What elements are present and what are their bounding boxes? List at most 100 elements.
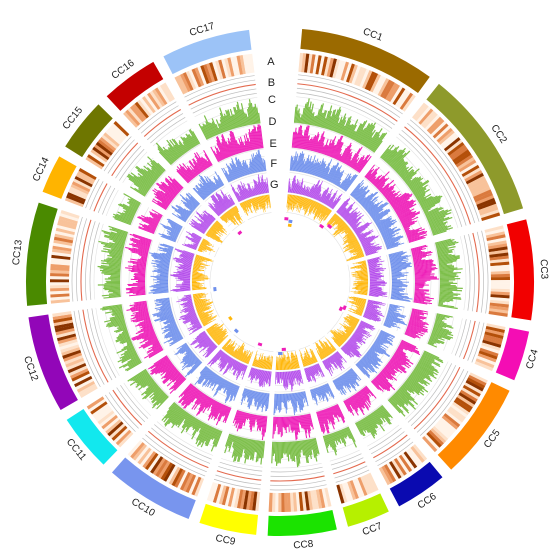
hist-guide	[220, 232, 231, 245]
heatmap-cell	[382, 81, 395, 100]
histogram-bar	[181, 298, 192, 301]
histogram-bar	[408, 321, 428, 329]
histogram-bar	[302, 440, 306, 456]
histogram-bar	[379, 183, 390, 192]
histogram-bar	[366, 131, 378, 148]
histogram-bar	[127, 198, 140, 206]
histogram-bar	[364, 311, 378, 317]
heatmap-cell	[109, 125, 126, 141]
histogram-bar	[140, 376, 152, 386]
histogram-bar	[283, 352, 285, 370]
histogram-bar	[130, 239, 151, 246]
histogram-bar	[249, 439, 254, 456]
histogram-bar	[163, 367, 177, 379]
histogram-bar	[160, 315, 174, 321]
heatmap-cell	[105, 419, 122, 434]
histogram-bar	[186, 360, 201, 374]
histogram-bar	[357, 261, 366, 264]
histogram-bar	[303, 391, 307, 403]
histogram-bar	[384, 321, 395, 326]
hist-guide	[296, 96, 390, 133]
histogram-bar	[192, 274, 208, 277]
histogram-bar	[123, 193, 141, 204]
histogram-bar	[373, 343, 387, 353]
histogram-bar	[233, 207, 242, 220]
histogram-bar	[298, 196, 302, 205]
histogram-bar	[265, 355, 269, 369]
histogram-bar	[204, 426, 213, 442]
histogram-bar	[190, 319, 199, 324]
histogram-bar	[358, 324, 366, 329]
histogram-bar	[193, 267, 200, 270]
histogram-bar	[186, 193, 199, 206]
histogram-bar	[216, 139, 226, 159]
histogram-bar	[229, 166, 236, 180]
heatmap-cell	[61, 346, 81, 356]
histogram-bar	[295, 133, 299, 148]
histogram-bar	[181, 284, 191, 286]
histogram-bar	[315, 161, 322, 176]
histogram-bar	[354, 186, 367, 200]
histogram-bar	[307, 367, 311, 376]
histogram-bar	[247, 183, 253, 197]
histogram-bar	[383, 324, 391, 329]
histogram-bar	[202, 339, 212, 347]
histogram-bar	[391, 276, 401, 279]
histogram-bar	[346, 255, 365, 262]
histogram-bar	[354, 332, 363, 339]
line-track-arc	[330, 453, 362, 466]
histogram-bar	[186, 231, 201, 240]
histogram-bar	[368, 266, 380, 269]
histogram-bar	[132, 331, 155, 341]
histogram-bar	[355, 364, 366, 375]
histogram-bar	[219, 404, 224, 414]
histogram-bar	[424, 210, 429, 214]
histogram-bar	[228, 346, 235, 354]
histogram-bar	[359, 323, 369, 329]
histogram-bar	[210, 227, 219, 234]
heatmap-cell	[57, 221, 77, 230]
histogram-bar	[320, 410, 329, 434]
histogram-bar	[236, 362, 241, 371]
histogram-bar	[306, 349, 313, 365]
histogram-bar	[248, 184, 254, 197]
histogram-bar	[346, 212, 358, 223]
histogram-bar	[192, 270, 198, 272]
histogram-bar	[254, 197, 259, 210]
histogram-bar	[419, 359, 435, 369]
histogram-bar	[131, 330, 155, 341]
histogram-bar	[355, 276, 368, 278]
histogram-bar	[229, 360, 236, 371]
histogram-bar	[179, 312, 196, 319]
histogram-bar	[286, 416, 288, 428]
histogram-bar	[387, 363, 399, 372]
histogram-bar	[219, 194, 229, 209]
histogram-bar	[244, 141, 248, 152]
histogram-bar	[151, 169, 160, 178]
histogram-bar	[314, 203, 321, 214]
histogram-bar	[236, 166, 241, 178]
histogram-bar	[199, 245, 211, 252]
histogram-bar	[157, 148, 173, 165]
histogram-bar	[369, 273, 381, 276]
histogram-bar	[423, 208, 431, 213]
histogram-bar	[129, 289, 146, 292]
histogram-bar	[251, 198, 256, 210]
histogram-bar	[294, 370, 298, 382]
histogram-bar	[362, 240, 373, 246]
histogram-bar	[373, 178, 380, 186]
line-track-arc	[73, 310, 101, 388]
histogram-bar	[154, 196, 169, 207]
heatmap-cell	[479, 206, 499, 216]
histogram-bar	[351, 273, 368, 276]
histogram-bar	[205, 234, 210, 238]
histogram-bar	[131, 304, 148, 308]
histogram-bar	[399, 387, 419, 405]
hist-guide	[220, 458, 263, 468]
line-track-arc	[143, 109, 182, 137]
histogram-bar	[228, 174, 232, 182]
histogram-bar	[340, 209, 347, 216]
histogram-bar	[411, 245, 428, 251]
histogram-bar	[345, 229, 352, 234]
histogram-bar	[156, 191, 172, 203]
